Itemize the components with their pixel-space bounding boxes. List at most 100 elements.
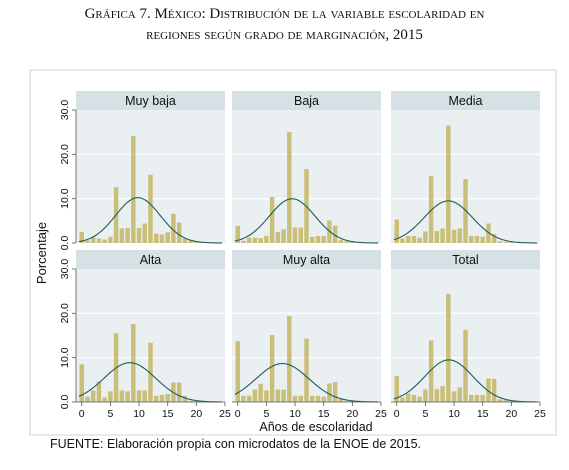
histogram-bar [298,227,304,243]
histogram-bar [428,340,434,402]
histogram-bar [411,235,417,243]
histogram-bar [350,242,355,243]
normal-density-curve [234,198,379,244]
histogram-bar [440,228,445,243]
histogram-bar [108,391,113,402]
histogram-bar [417,396,422,402]
x-tick-label: 25 [219,408,231,420]
histogram-bar [102,397,107,402]
histogram-bar [423,389,428,402]
histogram-bar [503,242,508,243]
histogram-bar [304,338,309,402]
x-axis-label: Años de escolaridad [259,420,372,434]
normal-density-curve [234,363,379,403]
histogram-bar [79,364,84,402]
panel-title: Total [452,253,478,267]
panel-strip [391,91,540,110]
histogram-bar [188,401,193,402]
histogram-bar [281,389,286,402]
normal-density-curve [78,197,223,244]
x-tick-label: 0 [235,408,241,420]
panel-3: Media [391,91,540,244]
panel-title: Muy baja [125,94,176,108]
source-note: FUENTE: Elaboración propia con microdato… [50,437,422,451]
histogram-bar [85,396,90,402]
normal-density-curve [78,362,223,403]
histogram-bar [451,229,457,243]
histogram-bar [491,234,497,243]
histogram-bar [136,390,142,402]
histogram-bar [338,239,344,243]
y-tick-label: 20.0 [59,303,71,324]
histogram-bar [241,395,246,402]
x-tick-label: 25 [534,408,546,420]
histogram-bar [474,235,480,243]
histogram-bar [417,237,422,243]
histogram-bar [468,394,474,402]
normal-density-curve [393,359,538,403]
histogram-bar [468,235,474,243]
histogram-bar [148,342,153,402]
histogram-bar [153,395,159,402]
histogram-bar [497,399,503,402]
chart-title: Gráfica 7. México: Distribución de la va… [0,4,569,46]
histogram-bar [350,401,355,402]
histogram-bar [176,222,182,243]
histogram-bar [182,395,188,402]
panel-strip [391,250,540,269]
histogram-bar [182,238,188,243]
histogram-bar [159,394,165,402]
histogram-bar [298,395,304,402]
histogram-bar [171,213,176,243]
histogram-bar [108,236,113,243]
histogram-bar [411,394,417,402]
histogram-bar [474,394,480,402]
panel-title: Muy alta [283,253,330,267]
histogram-bar [90,236,96,243]
histogram-bar [434,389,440,402]
y-tick-label: 0.0 [59,395,71,410]
histogram-bar [165,232,170,243]
histogram-bar [309,236,315,243]
x-tick-label: 0 [394,408,400,420]
histogram-bar [269,196,275,243]
histogram-bar [79,231,84,243]
histogram-bar [281,229,286,243]
histogram-bar [188,240,193,243]
panel-strip [232,91,381,110]
histogram-bar [405,393,411,402]
histogram-bar [176,382,182,402]
panel-2: Baja [232,91,381,244]
histogram-bar [287,315,292,402]
histogram-bar [509,401,514,402]
chart-title-line-2: regiones según grado de marginación, 201… [146,27,423,43]
x-tick-label: 10 [133,408,145,420]
histogram-bar [457,228,463,243]
histogram-bar [451,391,457,402]
histogram-bar [252,389,258,402]
x-tick-label: 15 [477,408,489,420]
panel-grid: Muy baja 0.0 10.0 20.0 30.0 Baja Media Alta 0.0 1… [59,91,546,420]
histogram-bar [434,231,440,243]
x-tick-label: 20 [347,408,359,420]
histogram-bar [292,395,298,402]
x-tick-label: 15 [318,408,330,420]
histogram-bar [252,237,258,243]
y-tick-label: 20.0 [59,144,71,165]
histogram-bar [258,238,263,243]
histogram-bar [102,239,107,243]
histogram-bar [142,223,148,243]
histogram-bar [125,391,130,402]
histogram-bar [480,394,485,402]
histogram-bar [159,234,165,243]
y-tick-label: 30.0 [59,100,71,121]
histogram-bar [480,236,485,243]
histogram-bar [497,241,503,243]
histogram-bar [338,398,344,402]
y-tick-label: 0.0 [59,236,71,251]
histogram-bar [463,329,468,402]
panel-5: Muy alta 0 5 10 15 20 25 [232,250,387,420]
histogram-bar [85,240,90,243]
histogram-bar [119,390,125,402]
